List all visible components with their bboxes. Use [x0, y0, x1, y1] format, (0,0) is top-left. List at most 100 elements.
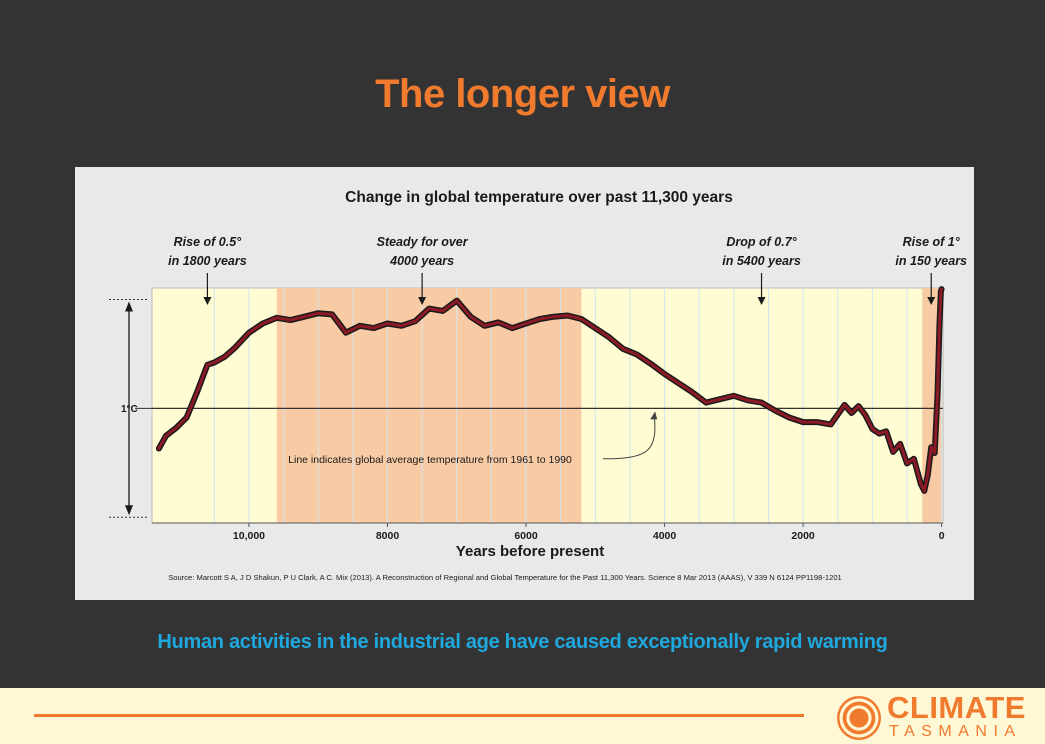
data-point	[302, 315, 306, 319]
annotation-line1: Drop of 0.7°	[726, 235, 797, 249]
data-point	[843, 403, 847, 407]
sun-icon	[837, 696, 881, 740]
data-point	[330, 312, 334, 316]
data-point	[427, 307, 431, 311]
data-point	[760, 401, 763, 405]
data-point	[891, 450, 895, 454]
data-point	[261, 322, 265, 325]
data-point	[223, 355, 227, 359]
data-point	[905, 461, 909, 465]
data-point	[815, 420, 819, 424]
data-point	[185, 416, 189, 419]
scale-bar-arrow-up	[125, 301, 133, 312]
data-point	[607, 335, 611, 339]
x-tick-label: 8000	[376, 530, 400, 542]
data-point	[940, 287, 944, 291]
annotation-line1: Steady for over	[377, 235, 469, 249]
data-point	[593, 326, 597, 330]
data-point	[787, 416, 791, 419]
data-point	[164, 434, 168, 438]
data-point	[195, 390, 199, 394]
data-point	[247, 331, 251, 335]
annotation-arrowhead	[203, 297, 212, 305]
annotation-line1: Rise of 0.5°	[174, 235, 243, 249]
data-point	[884, 429, 888, 433]
scale-bar-label: 1°C	[121, 404, 138, 415]
data-point	[174, 426, 178, 430]
logo-subtitle: TASMANIA	[889, 723, 1022, 740]
slide-caption: Human activities in the industrial age h…	[157, 631, 888, 653]
data-point	[344, 331, 348, 335]
data-point	[898, 442, 902, 446]
data-point	[877, 432, 881, 436]
data-point	[801, 420, 805, 424]
data-point	[829, 422, 833, 426]
data-point	[233, 346, 237, 350]
annotation-line2: in 5400 years	[722, 254, 801, 268]
x-tick-label: 2000	[791, 530, 815, 542]
annotation-arrowhead	[927, 297, 936, 305]
data-point	[483, 324, 486, 328]
climate-tasmania-logo: CLIMATE TASMANIA	[837, 690, 1042, 742]
data-point	[939, 289, 943, 293]
data-point	[676, 381, 680, 385]
data-point	[316, 311, 320, 315]
data-point	[275, 316, 279, 320]
data-point	[732, 394, 736, 398]
data-point	[663, 372, 667, 376]
annotation-line2: in 150 years	[895, 254, 967, 268]
data-point	[938, 322, 941, 325]
data-point	[621, 347, 625, 351]
chart-title: Change in global temperature over past 1…	[345, 189, 733, 206]
data-point	[386, 322, 389, 325]
data-point	[922, 489, 926, 493]
x-tick-label: 10,000	[233, 530, 265, 542]
x-axis-label: Years before present	[456, 543, 604, 560]
x-tick-label: 4000	[653, 530, 677, 542]
data-point	[455, 299, 459, 303]
reference-line-note: Line indicates global average temperatur…	[288, 454, 572, 466]
data-point	[413, 319, 417, 323]
data-point	[929, 445, 933, 449]
footer-divider	[34, 714, 804, 717]
data-point	[773, 409, 777, 413]
data-point	[870, 427, 874, 431]
annotation-line1: Rise of 1°	[903, 235, 961, 249]
data-point	[850, 411, 854, 415]
data-point	[510, 326, 514, 330]
x-tick-label: 6000	[514, 530, 538, 542]
data-point	[718, 397, 722, 401]
data-point	[635, 353, 639, 356]
data-point	[337, 322, 341, 325]
data-point	[649, 362, 653, 366]
data-point	[358, 324, 362, 328]
annotation-line2: in 1800 years	[168, 254, 247, 268]
data-point	[690, 390, 694, 394]
data-point	[919, 482, 923, 486]
data-point	[863, 413, 867, 417]
data-point	[157, 447, 161, 450]
reference-note-arrowhead	[650, 411, 658, 420]
data-point	[289, 318, 292, 322]
data-point	[857, 404, 860, 408]
temperature-chart: Change in global temperature over past 1…	[109, 189, 967, 582]
data-point	[579, 317, 583, 321]
footer-bar: CLIMATE TASMANIA	[0, 688, 1045, 744]
annotation-arrowhead	[418, 297, 427, 305]
data-point	[469, 315, 473, 319]
source-citation: Source: Marcott S A, J D Shakun, P U Cla…	[168, 573, 842, 582]
shaded-period-0	[276, 288, 582, 523]
data-point	[933, 451, 937, 455]
data-point	[538, 317, 542, 321]
data-point	[926, 473, 930, 477]
data-point	[441, 309, 445, 313]
x-tick-label: 0	[939, 530, 945, 542]
data-point	[205, 363, 209, 367]
data-point	[566, 314, 570, 317]
annotation-line2: 4000 years	[389, 254, 454, 268]
data-point	[524, 322, 528, 325]
data-point	[746, 398, 750, 402]
data-point	[372, 326, 376, 330]
slide-title: The longer view	[375, 72, 670, 116]
data-point	[704, 401, 708, 405]
